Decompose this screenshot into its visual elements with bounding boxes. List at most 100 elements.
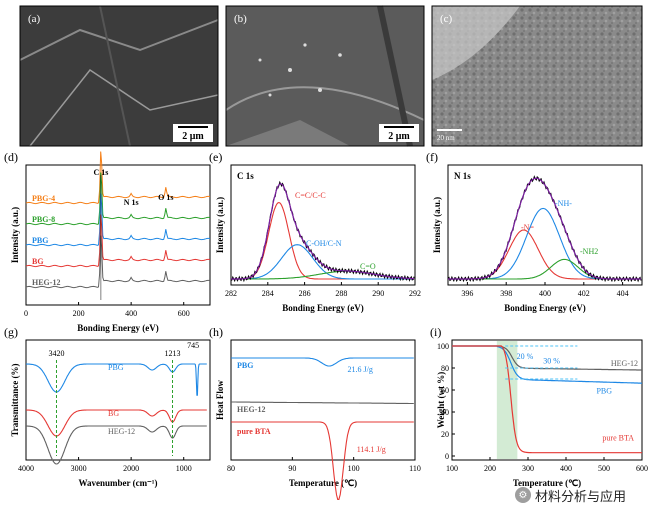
chart-h-legend-PBG: PBG — [237, 361, 253, 370]
chart-f-envelope — [448, 177, 641, 280]
chart-e-ylabel: Intensity (a.u.) — [215, 197, 225, 253]
chart-i-xtick-label: 200 — [484, 464, 496, 473]
chart-d-series-PBG-8 — [25, 172, 211, 226]
chart-h-series-HEG-12 — [231, 401, 414, 405]
chart-d-legend-BG: BG — [32, 257, 44, 266]
chart-f-xtick-label: 398 — [500, 289, 512, 298]
panel-b-label: (b) — [234, 13, 247, 25]
chart-h-series-pure BTA — [231, 421, 414, 500]
panel-a-label: (a) — [28, 13, 41, 25]
watermark-logo-icon: ⚙ — [515, 487, 531, 503]
watermark: ⚙ 材料分析与应用 — [515, 484, 655, 506]
chart-f-xtick-label: 404 — [617, 289, 629, 298]
chart-i-shaded-region — [496, 341, 518, 459]
chart-e-title: C 1s — [237, 171, 254, 181]
chart-h-series-PBG — [231, 357, 414, 367]
chart-g-annotation: 3420 — [48, 349, 64, 358]
chart-g-legend-PBG: PBG — [108, 363, 124, 372]
chart-e-frame — [230, 164, 416, 286]
watermark-text: 材料分析与应用 — [535, 489, 627, 505]
chart-h-xtick-label: 110 — [409, 464, 421, 473]
chart-e-component-label: C=O — [360, 262, 376, 271]
chart-d-xtick-label: 0 — [24, 309, 28, 318]
panel-a-sem-image: (a) 2 μm — [19, 5, 219, 147]
chart-d-peak-label: C 1s — [93, 168, 108, 177]
chart-e-envelope — [231, 183, 415, 280]
chart-f-component--NH- — [448, 207, 641, 280]
chart-d-legend-HEG-12: HEG-12 — [32, 278, 60, 287]
chart-i-legend-HEG-12: HEG-12 — [611, 359, 638, 368]
chart-e: (e) Bonding Energy (eV) Intensity (a.u.) 28… — [209, 150, 421, 313]
chart-i-ylabel: Weight (wt %) — [436, 372, 446, 429]
chart-g-xlabel: Wavenumber (cm⁻¹) — [78, 478, 157, 488]
chart-i-frame — [451, 339, 643, 461]
chart-g-xtick-label: 4000 — [18, 464, 34, 473]
chart-e-xlabel: Bonding Energy (eV) — [282, 303, 364, 313]
chart-e-xtick-label: 286 — [299, 289, 311, 298]
chart-d-series-PBG-4 — [25, 151, 211, 205]
chart-h-xtick-label: 90 — [288, 464, 296, 473]
panel-a-scale-text: 2 μm — [182, 131, 204, 142]
chart-d-frame — [25, 164, 211, 306]
chart-i-annotation: 30 % — [543, 357, 560, 366]
chart-e-xtick-label: 288 — [335, 289, 347, 298]
chart-f-component-label: -NH- — [555, 199, 572, 208]
panel-c-scale-text: 20 nm — [437, 134, 455, 142]
chart-g-annotation: 745 — [187, 341, 199, 350]
chart-f-label: (f) — [426, 150, 438, 164]
chart-h: (h) Temperature (℃) Heat Flow 80 90 100 110 PBG… — [209, 325, 421, 500]
chart-e-xtick-label: 284 — [262, 289, 274, 298]
chart-i-label: (i) — [430, 325, 441, 339]
chart-i-xtick-label: 600 — [636, 464, 648, 473]
panel-b-sem-image: (b) 2 μm — [225, 5, 425, 147]
chart-i-xlabel: Temperature (℃) — [513, 478, 581, 488]
panel-c-label: (c) — [440, 13, 453, 25]
chart-g-xtick-label: 3000 — [71, 464, 87, 473]
chart-i-ytick-label: 40 — [441, 408, 449, 417]
chart-h-xtick-label: 100 — [348, 464, 360, 473]
chart-d-xtick-label: 200 — [73, 309, 85, 318]
chart-g-ylabel: Transmittance (%) — [10, 363, 20, 436]
chart-f-xtick-label: 402 — [578, 289, 590, 298]
chart-i-series-pure BTA — [452, 345, 642, 454]
chart-i-legend-pure-BTA: pure BTA — [602, 434, 634, 443]
chart-g-series-HEG-12 — [26, 425, 207, 465]
chart-h-legend-HEG-12: HEG-12 — [237, 405, 265, 414]
chart-f-xlabel: Bonding Energy (eV) — [504, 303, 586, 313]
chart-g-frame — [25, 339, 211, 461]
chart-g: (g) Wavenumber (cm⁻¹) Transmittance (%) 400… — [4, 325, 211, 488]
chart-e-xtick-label: 282 — [225, 289, 237, 298]
panel-c-tem-image: (c) 20 nm — [431, 5, 643, 147]
chart-g-legend-BG: BG — [108, 409, 119, 418]
chart-h-enthalpy-PBG: 21.6 J/g — [348, 365, 373, 374]
chart-d-series-HEG-12 — [25, 235, 211, 289]
chart-g-xtick-label: 2000 — [123, 464, 139, 473]
chart-f-component-label: -NH2 — [580, 247, 598, 256]
chart-h-label: (h) — [209, 325, 223, 339]
chart-d-legend-PBG: PBG — [32, 236, 48, 245]
chart-d-series-PBG — [25, 193, 211, 247]
chart-d-label: (d) — [4, 150, 18, 164]
chart-f-xtick-label: 396 — [461, 289, 473, 298]
chart-g-legend-HEG-12: HEG-12 — [108, 427, 135, 436]
chart-d: (d) Bonding Energy (eV) Intensity (a.u.) 0 2… — [4, 150, 211, 333]
chart-i-annotation: 20 % — [517, 352, 534, 361]
chart-d-xtick-label: 600 — [178, 309, 190, 318]
chart-g-xtick-label: 1000 — [176, 464, 192, 473]
chart-d-xlabel: Bonding Energy (eV) — [77, 323, 159, 333]
chart-g-label: (g) — [4, 325, 18, 339]
chart-i-ytick-label: 0 — [445, 452, 449, 461]
chart-i-ytick-label: 80 — [441, 364, 449, 373]
chart-h-enthalpy-pure-BTA: 114.1 J/g — [357, 445, 386, 454]
chart-d-legend-PBG-8: PBG-8 — [32, 215, 55, 224]
chart-f-ylabel: Intensity (a.u.) — [432, 197, 442, 253]
chart-e-label: (e) — [209, 150, 222, 164]
chart-d-peak-label: N 1s — [124, 198, 139, 207]
chart-i-xtick-label: 300 — [522, 464, 534, 473]
chart-e-xtick-label: 290 — [372, 289, 384, 298]
chart-h-xlabel: Temperature (℃) — [289, 478, 357, 488]
chart-d-legend-PBG-4: PBG-4 — [32, 194, 55, 203]
chart-i-legend-PBG: PBG — [596, 386, 612, 395]
chart-d-series-BG — [25, 214, 211, 268]
